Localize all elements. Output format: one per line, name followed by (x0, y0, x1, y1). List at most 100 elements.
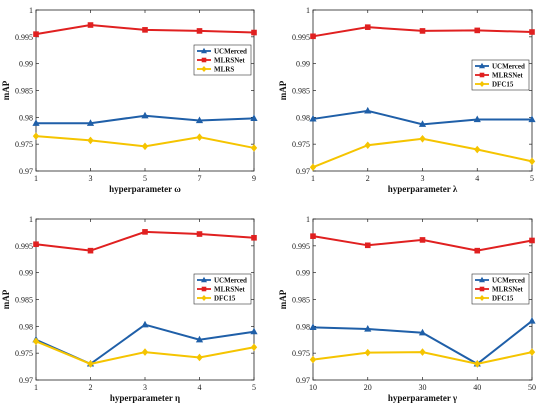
data-point-mlrsnet (310, 33, 316, 40)
y-tick-label: 0.97 (19, 376, 33, 385)
y-tick-label: 0.97 (19, 167, 33, 176)
legend-marker (201, 57, 207, 63)
data-point-ucmerced (364, 106, 372, 114)
data-point-dfc15 (141, 348, 149, 356)
data-point-mlrsnet (251, 29, 257, 36)
legend-marker (479, 276, 485, 283)
legend-marker (479, 72, 485, 78)
data-point-mlrsnet (87, 22, 94, 28)
x-axis-label: hyperparameter ω (109, 184, 181, 194)
legend-label: MLRS (214, 66, 234, 74)
x-tick-label: 1 (34, 174, 38, 183)
series-line-ucmerced (312, 320, 533, 366)
y-tick-label: 0.975 (15, 140, 33, 149)
chart-panel-3: 0.97 0.975 0.98 0.985 0.99 0.995 1 1 2 3 4 5 hyperpa… (1, 215, 258, 403)
data-point-mlrsnet (251, 234, 257, 241)
chart-panel-1: 0.97 0.975 0.98 0.985 0.99 0.995 1 1 3 5 7 9 hyperpa… (1, 6, 258, 194)
data-point-dfc15 (309, 355, 317, 364)
legend-label: DFC15 (214, 295, 236, 303)
legend-label: MLRSNet (214, 57, 245, 65)
data-point-ucmerced (418, 120, 427, 127)
y-tick-label: 0.99 (19, 60, 33, 69)
legend-marker (201, 286, 207, 292)
y-tick-label: 1 (29, 215, 33, 224)
data-point-mlrsnet (196, 231, 203, 237)
data-point-ucmerced (309, 323, 317, 331)
data-point-mlrsnet (419, 28, 426, 34)
x-tick-label: 40 (473, 383, 481, 392)
data-point-ucmerced (195, 116, 204, 124)
data-point-mlrsnet (33, 241, 39, 248)
data-point-mlrsnet (142, 27, 148, 33)
x-tick-label: 3 (89, 174, 93, 183)
legend-marker (479, 286, 485, 292)
data-point-mlrsnet (87, 247, 94, 254)
y-tick-label: 0.985 (15, 87, 33, 96)
data-point-mlrsnet (529, 29, 535, 35)
data-point-mlrsnet (142, 229, 148, 235)
legend-label: UCMerced (214, 277, 247, 285)
y-tick-label: 0.985 (15, 296, 33, 305)
data-point-ucmerced (141, 111, 149, 119)
y-tick-label: 0.985 (292, 296, 310, 305)
legend-marker (479, 62, 485, 69)
x-tick-label: 1 (34, 383, 38, 392)
legend-label: UCMerced (492, 277, 525, 285)
data-point-ucmerced (195, 335, 204, 343)
data-point-ucmerced (250, 327, 258, 335)
y-tick-label: 0.985 (292, 87, 310, 96)
data-point-ucmerced (250, 114, 258, 122)
series-line-dfc15 (312, 137, 533, 169)
x-tick-label: 4 (198, 383, 202, 392)
data-point-ucmerced (309, 114, 317, 122)
legend-marker (201, 66, 207, 72)
data-point-ucmerced (473, 115, 481, 123)
x-tick-label: 7 (198, 174, 202, 183)
x-tick-label: 4 (475, 174, 479, 183)
legend-label: UCMerced (214, 48, 247, 56)
x-tick-label: 3 (421, 174, 425, 183)
data-point-dfc15 (364, 141, 371, 150)
y-tick-label: 0.975 (292, 140, 310, 149)
data-point-mlrsnet (196, 28, 203, 34)
data-point-dfc15 (419, 135, 426, 143)
chart-panel-2: 0.97 0.975 0.98 0.985 0.99 0.995 1 1 2 3 4 5 hyperpa… (278, 6, 536, 194)
legend-label: UCMerced (492, 63, 525, 71)
y-tick-label: 0.98 (296, 113, 310, 122)
y-axis-label: mAP (1, 289, 11, 309)
x-axis-label: hyperparameter λ (388, 184, 458, 194)
y-tick-label: 0.99 (296, 60, 310, 69)
y-axis-label: mAP (278, 289, 288, 309)
chart-panel-4: 0.97 0.975 0.98 0.985 0.99 0.995 1 10 20 30 40 50 hy… (278, 215, 536, 403)
legend-label: MLRSNet (492, 72, 523, 80)
legend-marker (479, 295, 485, 301)
data-point-dfc15 (32, 337, 40, 346)
y-tick-label: 0.995 (15, 33, 33, 42)
y-tick-label: 1 (29, 6, 33, 15)
y-tick-label: 0.995 (292, 33, 310, 42)
legend-marker (479, 81, 485, 87)
x-tick-label: 30 (419, 383, 427, 392)
legend-label: DFC15 (492, 295, 514, 303)
legend-label: DFC15 (492, 81, 514, 89)
data-point-mlrs (250, 144, 258, 152)
y-tick-label: 1 (306, 215, 310, 224)
data-point-ucmerced (528, 316, 536, 324)
y-tick-label: 0.995 (15, 242, 33, 251)
y-tick-label: 0.99 (296, 269, 310, 278)
legend-marker (201, 47, 207, 54)
y-tick-label: 0.975 (292, 349, 310, 358)
data-point-ucmerced (418, 328, 427, 336)
data-point-mlrsnet (364, 24, 371, 30)
data-point-mlrs (196, 133, 203, 141)
x-tick-label: 20 (364, 383, 372, 392)
data-point-mlrs (141, 142, 149, 151)
data-point-dfc15 (250, 343, 258, 352)
x-tick-label: 50 (528, 383, 536, 392)
data-point-ucmerced (364, 325, 372, 332)
y-tick-label: 0.975 (15, 349, 33, 358)
